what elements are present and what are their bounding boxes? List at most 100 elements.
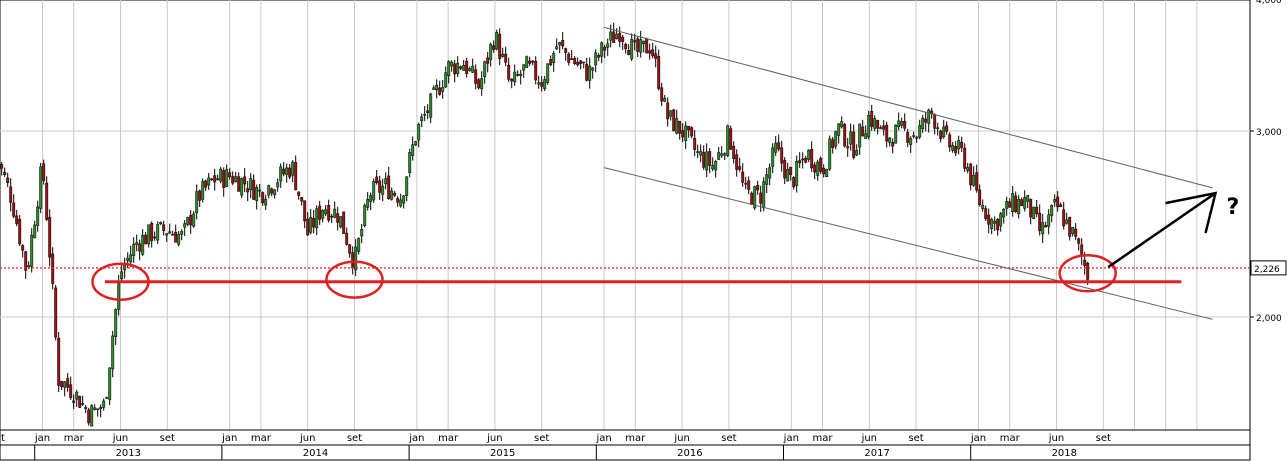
candle-down [1068,216,1072,237]
candle-up [591,67,595,71]
candle-up [93,407,97,410]
x-tick-label: mar [251,433,272,444]
candle-down [984,208,988,220]
candle-down [603,46,607,51]
candle-down [930,110,934,114]
candle-down [426,110,430,113]
candle-down [1077,238,1081,244]
candle-down [378,180,382,193]
y-tick-label: 4,000 [1256,0,1282,6]
candle-down [891,142,895,147]
candle-up [855,150,859,156]
candle-up [489,44,493,60]
candle-down [162,224,166,232]
candle-down [327,205,331,221]
candle-down [60,380,64,387]
candle-down [819,157,823,172]
candle-up [483,61,487,78]
candle-up [699,151,703,156]
candle-up [588,65,592,81]
candle-down [453,63,457,75]
arrow-shaft [1107,192,1217,269]
candle-up [771,147,775,167]
candle-down [9,186,13,203]
candle-down [288,167,292,178]
candle-up [966,167,970,171]
candle-up [834,131,838,147]
x-tick-label: set [160,433,175,444]
candle-down [540,82,544,87]
candle-up [309,217,313,233]
candle-up [552,53,556,63]
candle-up [546,63,550,83]
candle-down [660,87,664,102]
candle-up [594,52,598,66]
candle-down [300,197,304,202]
candle-down [138,243,142,252]
candle-up [471,65,475,73]
candle-down [624,43,628,50]
candle-down [1059,204,1063,207]
candle-up [132,243,136,256]
candle-down [708,151,712,166]
candle-down [567,53,571,63]
candle-up [669,110,673,117]
candle-up [165,233,169,236]
candle-down [882,125,886,130]
candle-down [1086,262,1090,280]
candle-up [909,138,913,145]
x-tick-label: jun [1048,433,1064,444]
candle-down [510,78,514,82]
candle-down [528,60,532,64]
candle-up [36,206,40,226]
candle-up [381,185,385,195]
candle-down [303,200,307,222]
candle-down [573,58,577,64]
candle-up [126,257,130,261]
candle-down [336,213,340,223]
candle-down [561,40,565,47]
candle-up [399,199,403,207]
candle-down [681,130,685,138]
candle-down [633,40,637,43]
candle-up [435,85,439,91]
candle-up [219,168,223,182]
candle-up [480,78,484,89]
x-tick-label: jun [112,433,128,444]
x-tick-label: jan [408,433,424,444]
candle-up [795,160,799,186]
candle-down [735,154,739,170]
candle-down [975,172,979,191]
candle-down [42,163,46,181]
candle-down [654,53,658,59]
candle-down [678,120,682,134]
candle-up [363,205,367,226]
annotations: ? [0,26,1250,320]
candle-down [1029,198,1033,218]
candle-up [177,234,181,245]
candle-down [792,177,796,188]
candle-down [945,125,949,132]
candle-down [645,38,649,54]
candle-down [939,130,943,139]
candle-down [3,171,7,176]
candle-down [282,168,286,175]
candle-up [714,161,718,171]
candle-up [441,87,445,92]
candle-up [249,178,253,190]
candle-down [393,192,397,196]
candle-up [75,391,79,400]
candle-up [999,213,1003,227]
candle-up [192,213,196,227]
candle-up [513,71,517,83]
candle-down [198,190,202,201]
candle-down [738,166,742,170]
candle-up [159,221,163,225]
candle-down [48,216,52,258]
candle-up [63,381,67,388]
candle-down [612,31,616,43]
candle-down [246,188,250,193]
x-tick-label: jan [34,433,50,444]
